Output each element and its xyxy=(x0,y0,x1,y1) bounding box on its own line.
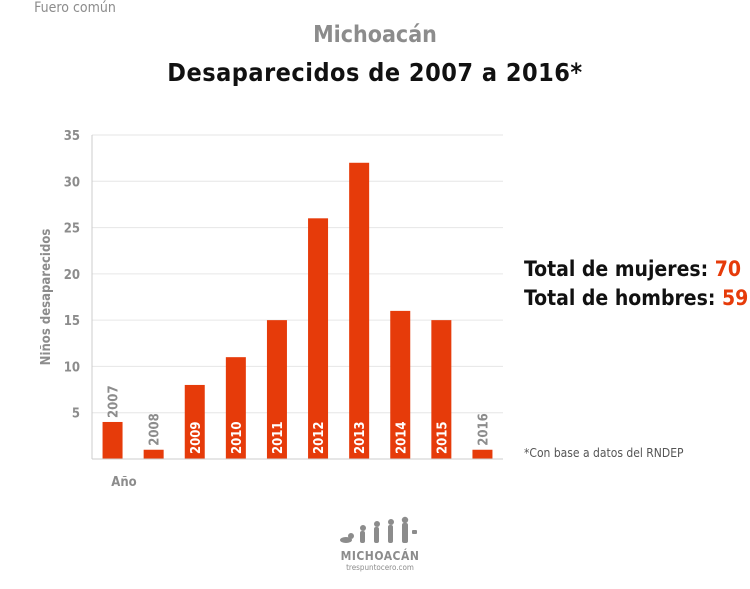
bar-year-label: 2012 xyxy=(312,421,327,454)
bar xyxy=(308,218,329,459)
y-tick-label: 30 xyxy=(64,175,80,190)
chart-title: Desaparecidos de 2007 a 2016* xyxy=(167,58,583,87)
bar-year-label: 2013 xyxy=(353,421,368,454)
total-men: Total de hombres: 59 xyxy=(524,284,748,313)
y-axis-ticks: 5 10 15 20 25 30 35 xyxy=(64,129,80,422)
total-women-label: Total de mujeres: xyxy=(524,257,709,281)
bar-year-label: 2009 xyxy=(189,421,204,454)
y-tick-label: 5 xyxy=(72,407,80,422)
bar xyxy=(266,320,287,459)
source-footnote: *Con base a datos del RNDEP xyxy=(524,446,684,460)
logo-site: trespuntocero.com xyxy=(346,563,414,572)
chart-region-name: Michoacán xyxy=(313,22,437,48)
y-tick-label: 10 xyxy=(64,360,80,375)
bar xyxy=(102,421,123,459)
bar xyxy=(349,162,370,459)
y-tick-label: 20 xyxy=(64,268,80,283)
y-axis-label: Niños desaparecidos xyxy=(39,229,54,366)
bar xyxy=(184,384,205,459)
total-men-label: Total de hombres: xyxy=(524,286,716,310)
bar xyxy=(225,357,246,459)
logo: MICHOACÁN trespuntocero.com xyxy=(335,516,425,573)
total-women: Total de mujeres: 70 xyxy=(524,255,748,284)
bars xyxy=(102,162,493,459)
total-men-value: 59 xyxy=(722,286,749,310)
bar-year-label: 2008 xyxy=(148,413,163,446)
total-women-value: 70 xyxy=(714,257,742,281)
bar-labels: 2007 2008 2009 2010 2011 2012 2013 2014 2015 2016 xyxy=(107,385,492,454)
bar xyxy=(431,320,452,459)
bar-year-label: 2007 xyxy=(107,385,122,418)
y-tick-label: 35 xyxy=(64,129,80,144)
bar-year-label: 2014 xyxy=(394,421,409,454)
evolution-silhouettes-icon xyxy=(340,516,417,543)
totals-panel: Total de mujeres: 70 Total de hombres: 5… xyxy=(524,255,748,313)
x-axis-label: Año xyxy=(111,475,136,490)
bar-year-label: 2011 xyxy=(271,421,286,454)
logo-name: MICHOACÁN xyxy=(340,549,420,563)
y-tick-label: 15 xyxy=(64,314,80,329)
bar xyxy=(390,310,411,459)
y-tick-label: 25 xyxy=(64,222,80,237)
bar-year-label: 2010 xyxy=(230,421,245,454)
bar-year-label: 2015 xyxy=(435,421,450,454)
bar-year-label: 2016 xyxy=(476,413,491,446)
bar xyxy=(472,449,493,459)
chart-subtitle: Fuero común xyxy=(34,0,116,16)
bar xyxy=(143,449,164,459)
